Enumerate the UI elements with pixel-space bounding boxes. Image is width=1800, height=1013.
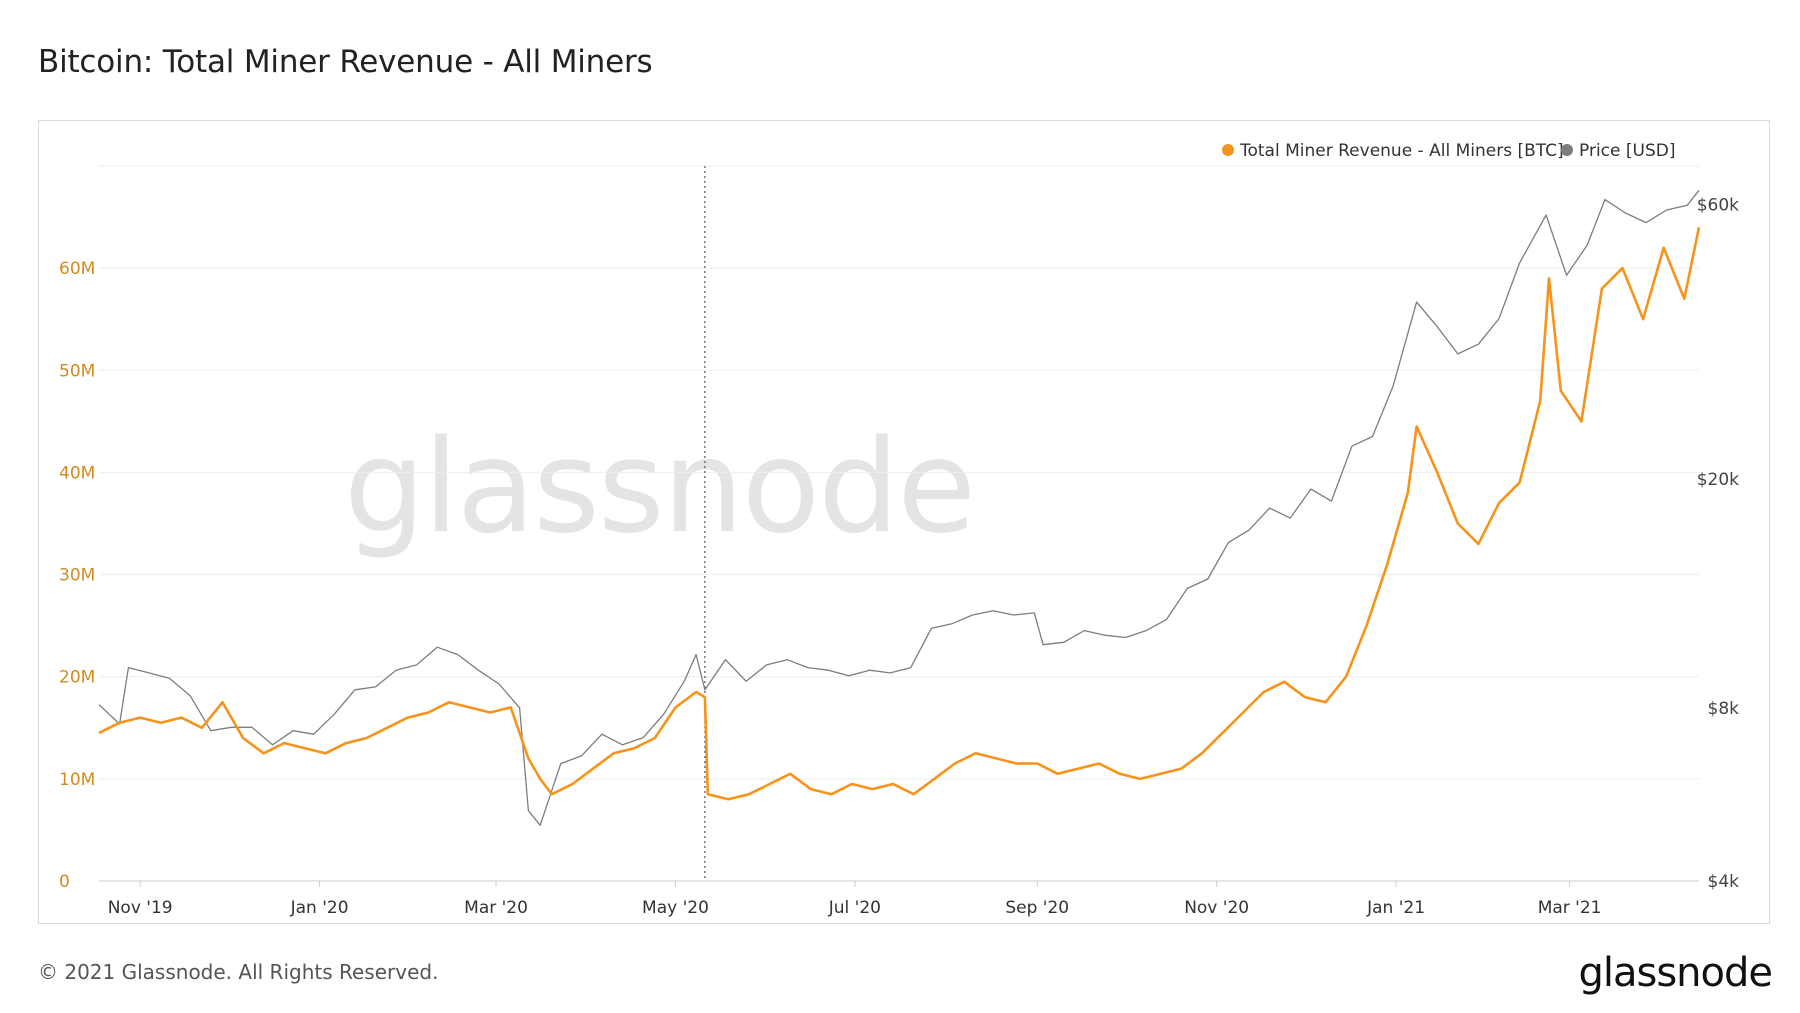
- legend-label: Price [USD]: [1579, 141, 1675, 161]
- x-tick-label: Mar '21: [1538, 898, 1602, 918]
- y-right-tick-label: $60k: [1697, 196, 1739, 216]
- series-layer: [98, 189, 1701, 826]
- x-tick-label: Mar '20: [464, 898, 528, 918]
- chart-svg[interactable]: glassnode Nov '19 Jan '20 Mar '20 May '20 Ju…: [39, 121, 1769, 923]
- y-left-tick-label: 20M: [59, 668, 95, 688]
- x-tick-label: Jul '20: [828, 898, 881, 918]
- price-series: [98, 189, 1700, 826]
- legend-marker: [1561, 144, 1573, 156]
- y-axis-left: 0 10M 20M 30M 40M 50M 60M: [59, 259, 95, 892]
- y-left-tick-label: 0: [59, 872, 70, 892]
- footer-copyright: © 2021 Glassnode. All Rights Reserved.: [38, 960, 439, 984]
- y-left-tick-label: 10M: [59, 770, 95, 790]
- watermark: glassnode: [344, 413, 974, 562]
- x-tick-label: Sep '20: [1005, 898, 1069, 918]
- legend-label: Total Miner Revenue - All Miners [BTC]: [1239, 141, 1564, 161]
- y-left-tick-label: 60M: [59, 259, 95, 279]
- legend-marker: [1222, 144, 1234, 156]
- legend-item[interactable]: Price [USD]: [1561, 141, 1675, 161]
- price-line: [98, 189, 1700, 826]
- x-tick-label: Nov '19: [108, 898, 173, 918]
- y-left-tick-label: 30M: [59, 566, 95, 586]
- revenue-line: [98, 227, 1701, 801]
- glassnode-logo[interactable]: glassnode: [1578, 950, 1773, 996]
- y-right-tick-label: $8k: [1708, 699, 1740, 719]
- revenue-series: [98, 227, 1701, 801]
- page-title: Bitcoin: Total Miner Revenue - All Miner…: [38, 44, 653, 80]
- y-right-tick-label: $20k: [1697, 470, 1739, 490]
- y-left-tick-label: 50M: [59, 361, 95, 381]
- chart-frame: glassnode Nov '19 Jan '20 Mar '20 May '20 Ju…: [38, 120, 1770, 924]
- x-axis: Nov '19 Jan '20 Mar '20 May '20 Jul '20 Sep '…: [99, 880, 1699, 918]
- y-axis-right: $4k $8k $20k $60k: [1697, 196, 1739, 892]
- x-tick-label: May '20: [642, 898, 709, 918]
- x-tick-label: Jan '21: [1366, 898, 1425, 918]
- x-tick-label: Jan '20: [290, 898, 349, 918]
- legend-item[interactable]: Total Miner Revenue - All Miners [BTC]: [1222, 141, 1564, 161]
- x-tick-label: Nov '20: [1184, 898, 1249, 918]
- y-left-tick-label: 40M: [59, 463, 95, 483]
- y-right-tick-label: $4k: [1708, 872, 1740, 892]
- legend[interactable]: Total Miner Revenue - All Miners [BTC] Pr…: [1222, 141, 1675, 161]
